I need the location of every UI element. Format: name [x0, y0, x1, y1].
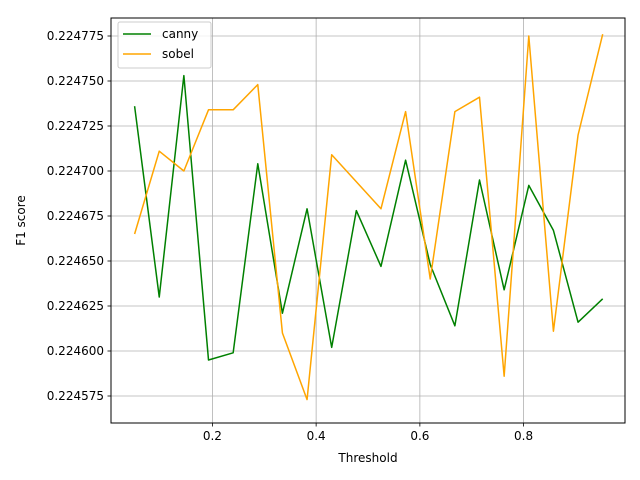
y-axis-label: F1 score [14, 195, 28, 246]
y-tick-label: 0.224775 [47, 29, 104, 43]
y-tick-label: 0.224650 [47, 254, 104, 268]
y-axis-ticks: 0.224575 0.224600 0.224625 0.224650 0.224675… [47, 29, 111, 403]
y-tick-label: 0.224600 [47, 344, 104, 358]
x-axis-ticks: 0.2 0.4 0.6 0.8 [203, 423, 533, 443]
series-line-sobel [133, 34, 604, 401]
plot-frame [110, 17, 626, 424]
x-tick-label: 0.2 [203, 429, 222, 443]
x-tick-label: 0.4 [307, 429, 326, 443]
y-tick-label: 0.224675 [47, 209, 104, 223]
y-tick-label: 0.224700 [47, 164, 104, 178]
legend: canny sobel [117, 21, 212, 69]
series-line-canny [133, 74, 604, 361]
y-tick-label: 0.224750 [47, 74, 104, 88]
y-tick-label: 0.224575 [47, 389, 104, 403]
legend-label-sobel: sobel [162, 47, 194, 61]
x-tick-label: 0.8 [514, 429, 533, 443]
series-lines [133, 34, 604, 401]
x-tick-label: 0.6 [410, 429, 429, 443]
x-axis-label: Threshold [337, 451, 397, 465]
legend-label-canny: canny [162, 27, 198, 41]
y-tick-label: 0.224625 [47, 299, 104, 313]
y-tick-label: 0.224725 [47, 119, 104, 133]
